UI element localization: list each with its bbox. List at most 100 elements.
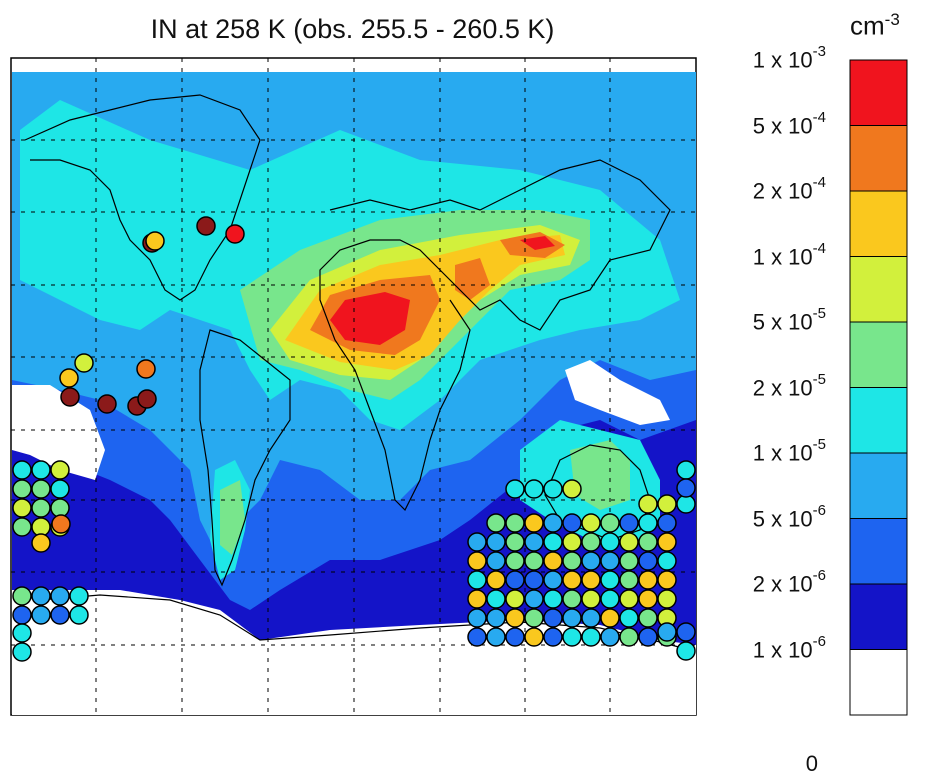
observation-point <box>619 551 639 571</box>
observation-point <box>12 498 32 518</box>
observation-point <box>638 532 658 552</box>
observation-point <box>657 589 677 609</box>
observation-point <box>562 479 582 499</box>
observation-point <box>486 570 506 590</box>
observation-point <box>12 479 32 499</box>
observation-point <box>638 608 658 628</box>
observation-point <box>581 513 601 533</box>
observation-point <box>619 627 639 647</box>
observation-point <box>505 570 525 590</box>
observation-point <box>60 387 80 407</box>
observation-point <box>486 627 506 647</box>
observation-point <box>467 570 487 590</box>
observation-point <box>524 532 544 552</box>
observation-point <box>524 570 544 590</box>
observation-point <box>562 608 582 628</box>
observation-point <box>524 551 544 571</box>
observation-point <box>505 551 525 571</box>
observation-point <box>638 589 658 609</box>
observation-point <box>505 479 525 499</box>
observation-point <box>196 216 216 236</box>
colorbar-block <box>849 321 908 388</box>
colorbar-tick-label: 2 x 10-4 <box>752 174 826 204</box>
field-aus-level4 <box>570 440 630 510</box>
observation-point <box>581 551 601 571</box>
observation-point <box>467 551 487 571</box>
observation-point <box>51 514 71 534</box>
observation-point <box>486 513 506 533</box>
observation-point <box>505 513 525 533</box>
observation-point <box>657 570 677 590</box>
field-level8 <box>330 292 410 345</box>
observation-point <box>543 551 563 571</box>
observation-point <box>12 586 32 606</box>
observation-point <box>12 642 32 662</box>
observation-point <box>31 498 51 518</box>
observation-point <box>543 570 563 590</box>
field-arabia-level7 <box>455 258 490 300</box>
grid-lines <box>11 58 696 715</box>
observation-point <box>562 513 582 533</box>
observation-point <box>600 532 620 552</box>
colorbar-tick-label: 0 <box>805 751 818 776</box>
colorbar-tick-label: 1 x 10-6 <box>752 632 826 662</box>
observation-point <box>505 589 525 609</box>
colorbar-block <box>849 387 908 454</box>
colorbar-tick-label: 1 x 10-5 <box>752 436 826 466</box>
colorbar-block <box>849 518 908 585</box>
no-data-pacific <box>12 385 105 480</box>
observation-point <box>600 551 620 571</box>
observation-point <box>619 532 639 552</box>
field-asia-level8 <box>520 236 555 250</box>
observation-point <box>543 513 563 533</box>
observation-point <box>657 513 677 533</box>
observation-point <box>562 589 582 609</box>
observation-point <box>505 627 525 647</box>
observation-point <box>619 589 639 609</box>
observation-point <box>657 532 677 552</box>
map-title: IN at 258 K (obs. 255.5 - 260.5 K) <box>150 14 555 44</box>
colorbar-tick-label: 1 x 10-4 <box>752 239 826 269</box>
observation-point <box>50 605 70 625</box>
observation-point <box>600 513 620 533</box>
observation-point <box>600 570 620 590</box>
colorbar-block <box>849 59 908 126</box>
observation-point <box>638 551 658 571</box>
observation-point <box>12 517 32 537</box>
observation-point <box>31 605 51 625</box>
observation-point <box>505 608 525 628</box>
global-in-concentration-map <box>10 57 697 716</box>
colorbar-block <box>849 583 908 650</box>
observation-point <box>600 608 620 628</box>
observation-point <box>600 589 620 609</box>
field-sam-level4 <box>220 480 245 555</box>
observation-point <box>69 586 89 606</box>
observation-point <box>486 551 506 571</box>
observation-point <box>12 460 32 480</box>
observation-point <box>59 368 79 388</box>
observation-point <box>524 627 544 647</box>
observation-point <box>676 641 696 661</box>
colorbar-block <box>849 649 908 716</box>
observation-point <box>638 570 658 590</box>
observation-point <box>225 224 245 244</box>
observation-point <box>619 570 639 590</box>
observation-point <box>562 532 582 552</box>
observation-point <box>467 532 487 552</box>
colorbar-tick-label: 2 x 10-6 <box>752 567 826 597</box>
observation-point <box>467 627 487 647</box>
observation-point <box>638 494 658 514</box>
colorbar-block <box>849 190 908 257</box>
observation-point <box>600 627 620 647</box>
observation-points <box>12 216 696 662</box>
observation-point <box>543 627 563 647</box>
observation-point <box>581 589 601 609</box>
observation-point <box>562 570 582 590</box>
observation-point <box>97 394 117 414</box>
observation-point <box>657 551 677 571</box>
colorbar-block <box>849 256 908 323</box>
observation-point <box>145 231 165 251</box>
colorbar-tick-label: 5 x 10-5 <box>752 305 826 335</box>
observation-point <box>581 608 601 628</box>
observation-point <box>486 608 506 628</box>
